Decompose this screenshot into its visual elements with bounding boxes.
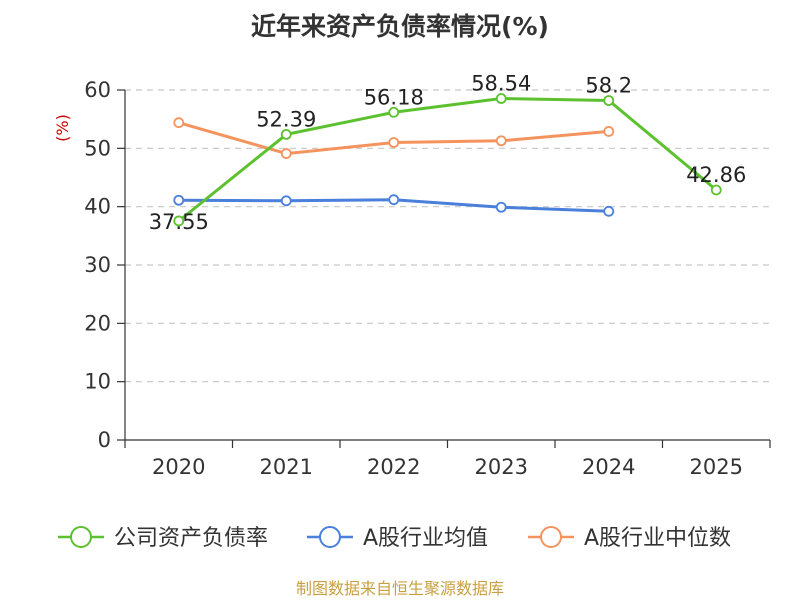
x-tick-label: 2021 (260, 455, 313, 479)
grid-lines (125, 89, 770, 383)
data-label: 52.39 (256, 107, 316, 131)
y-tick-label: 10 (84, 370, 111, 394)
data-label: 58.2 (585, 74, 632, 98)
y-tick-labels: 0 10 20 30 40 50 60 (84, 78, 111, 452)
x-tick-label: 2024 (582, 455, 635, 479)
y-tick-label: 30 (84, 253, 111, 277)
legend-label: A股行业均值 (363, 526, 488, 551)
data-point (280, 195, 292, 207)
legend-marker (70, 526, 92, 548)
series-line (177, 97, 718, 223)
y-tick-label: 20 (84, 311, 111, 335)
data-label: 56.18 (364, 85, 424, 109)
series-points (173, 93, 722, 227)
data-point (280, 128, 292, 140)
data-point (388, 106, 400, 118)
data-point (603, 95, 615, 106)
data-point (603, 205, 615, 217)
data-point (388, 137, 400, 148)
legend-marker (319, 526, 341, 548)
chart-title: 近年来资产负债率情况(%) (251, 12, 549, 41)
y-tick-label: 50 (84, 136, 111, 160)
data-point (495, 135, 507, 147)
data-point (173, 194, 185, 206)
data-point (495, 93, 507, 104)
x-tick-label: 2023 (475, 455, 528, 479)
data-point (173, 117, 185, 129)
x-tick-label: 2020 (152, 455, 205, 479)
data-point (280, 148, 292, 159)
data-point (388, 194, 400, 206)
data-point (173, 215, 185, 227)
y-tick-label: 40 (84, 195, 111, 219)
x-tick-label: 2022 (367, 455, 420, 479)
y-axis-unit-label: (%) (53, 114, 72, 142)
y-tick-label: 60 (84, 78, 111, 102)
y-tick-label: 0 (98, 428, 111, 452)
data-labels: 37.55 52.39 56.18 58.54 58.2 42.86 (149, 72, 747, 234)
data-point (603, 126, 615, 137)
data-point (495, 201, 507, 213)
x-tick-label: 2025 (690, 455, 743, 479)
data-source-note: 制图数据来自恒生聚源数据库 (296, 579, 504, 598)
x-tick-labels: 2020 2021 2022 2023 2024 2025 (152, 455, 743, 479)
axes (117, 89, 771, 448)
legend-label: A股行业中位数 (584, 526, 731, 551)
data-label: 42.86 (686, 163, 746, 187)
data-point (710, 184, 722, 196)
data-label: 58.54 (471, 72, 531, 96)
data-label: 37.55 (149, 210, 209, 234)
legend: 公司资产负债率 A股行业均值 A股行业中位数 (58, 526, 731, 551)
legend-marker (540, 526, 562, 548)
legend-label: 公司资产负债率 (114, 526, 268, 551)
